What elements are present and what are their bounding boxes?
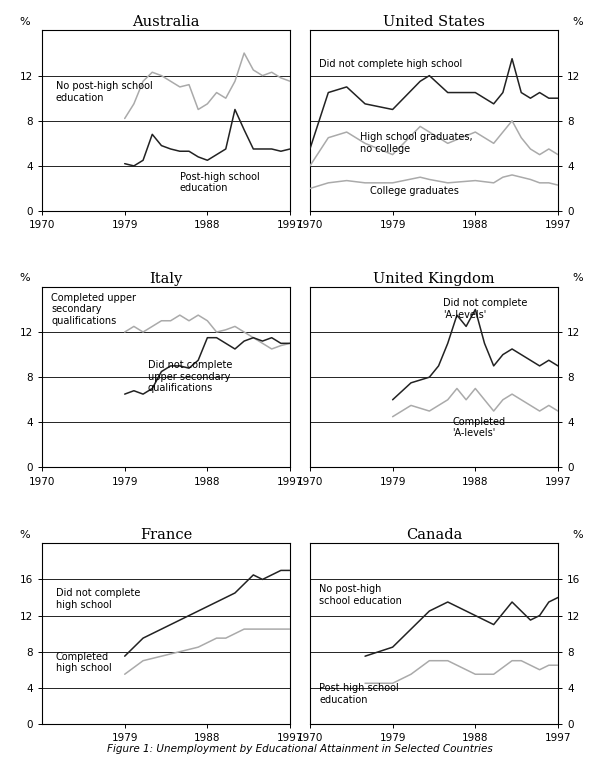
Title: France: France (140, 528, 192, 542)
Text: No post-high school
education: No post-high school education (56, 82, 152, 103)
Title: Australia: Australia (132, 15, 200, 29)
Text: Did not complete high school: Did not complete high school (319, 59, 463, 69)
Text: No post-high
school education: No post-high school education (319, 584, 402, 606)
Text: Completed
'A-levels': Completed 'A-levels' (452, 417, 505, 438)
Text: %: % (20, 17, 30, 27)
Text: %: % (20, 530, 30, 539)
Text: %: % (572, 274, 583, 283)
Text: Completed
high school: Completed high school (56, 652, 112, 674)
Text: Did not complete
high school: Did not complete high school (56, 588, 140, 610)
Text: College graduates: College graduates (370, 186, 458, 197)
Text: Post-high school
education: Post-high school education (180, 171, 260, 193)
Title: Canada: Canada (406, 528, 462, 542)
Text: Completed upper
secondary
qualifications: Completed upper secondary qualifications (51, 293, 136, 325)
Text: Figure 1: Unemployment by Educational Attainment in Selected Countries: Figure 1: Unemployment by Educational At… (107, 744, 493, 754)
Text: Did not complete
'A-levels': Did not complete 'A-levels' (443, 298, 527, 320)
Title: Italy: Italy (149, 272, 182, 286)
Text: Post-high school
education: Post-high school education (319, 684, 399, 705)
Text: %: % (572, 530, 583, 539)
Text: Did not complete
upper secondary
qualifications: Did not complete upper secondary qualifi… (148, 360, 232, 393)
Text: %: % (20, 274, 30, 283)
Text: High school graduates,
no college: High school graduates, no college (361, 132, 473, 154)
Title: United Kingdom: United Kingdom (373, 272, 495, 286)
Text: %: % (572, 17, 583, 27)
Title: United States: United States (383, 15, 485, 29)
